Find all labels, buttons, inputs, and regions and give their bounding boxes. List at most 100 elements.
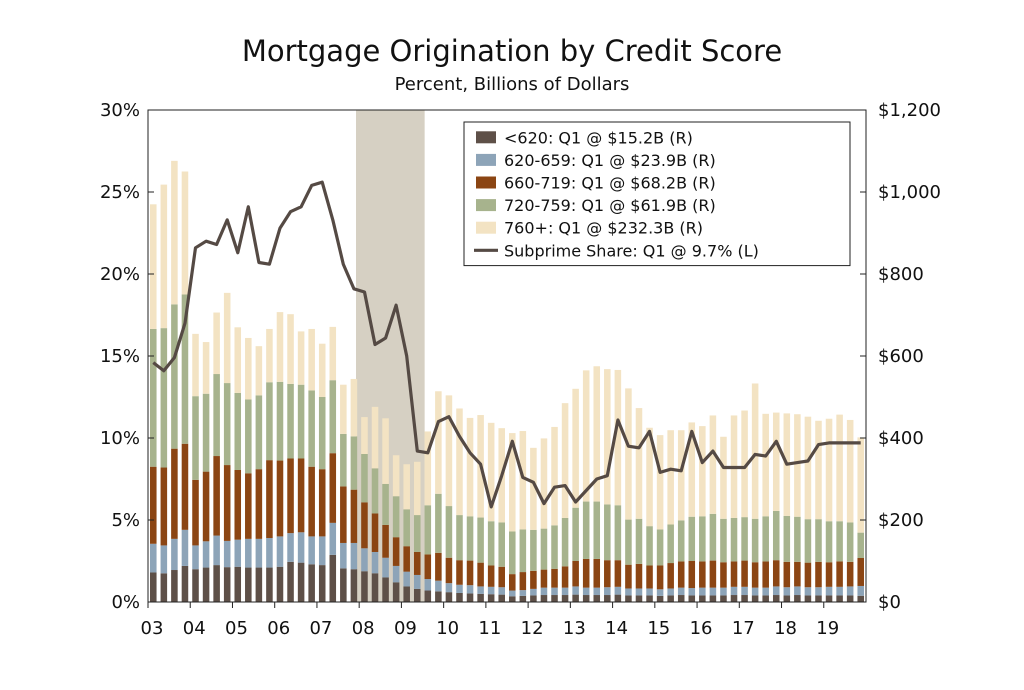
bar-s760-54 [720, 436, 727, 519]
bar-s620_659-8 [234, 539, 242, 567]
bar-s720_759-11 [266, 382, 273, 461]
bar-s620_659-60 [783, 587, 791, 596]
bar-lt620-48 [656, 595, 664, 602]
bar-s620_659-19 [350, 542, 358, 570]
bar-lt620-20 [361, 571, 368, 602]
bar-s720_759-8 [234, 392, 242, 470]
bar-s760-47 [646, 427, 653, 527]
bar-s720_759-64 [825, 521, 833, 563]
left-tick-label-5: 25% [100, 182, 140, 203]
bar-s760-8 [234, 327, 242, 393]
bar-lt620-17 [329, 554, 337, 602]
bar-lt620-30 [466, 593, 474, 602]
bar-s720_759-14 [297, 384, 305, 459]
legend-swatch-s660_719 [476, 176, 496, 189]
bar-s760-42 [593, 366, 601, 502]
bar-s720_759-3 [181, 294, 189, 444]
right-tick-label-3: $600 [878, 346, 924, 367]
bar-s620_659-44 [614, 586, 622, 595]
bar-s660_719-39 [561, 566, 569, 588]
bar-s620_659-62 [804, 587, 812, 596]
legend-swatch-s760 [476, 221, 496, 234]
bar-s620_659-22 [382, 557, 389, 578]
bar-s760-18 [340, 384, 347, 434]
bar-s620_659-36 [530, 588, 537, 596]
bar-s760-27 [435, 391, 442, 494]
bar-s620_659-40 [572, 586, 579, 595]
bar-s720_759-6 [213, 374, 220, 457]
bar-lt620-47 [646, 595, 653, 602]
x-tick-label-7: 10 [436, 618, 459, 639]
x-tick-label-12: 15 [647, 618, 670, 639]
bar-s660_719-17 [329, 453, 337, 523]
legend-label-line: Subprime Share: Q1 @ 9.7% (L) [504, 241, 759, 260]
bar-s760-13 [287, 314, 294, 384]
bar-s760-19 [350, 378, 358, 437]
chart-title: Mortgage Origination by Credit Score [241, 34, 783, 68]
bar-s620_659-26 [424, 579, 432, 591]
bar-s620_659-56 [741, 586, 748, 596]
bar-s620_659-33 [498, 587, 505, 595]
subprime-share-line [152, 180, 861, 509]
x-tick-label-2: 05 [225, 618, 248, 639]
bar-s660_719-43 [604, 560, 611, 588]
bar-s720_759-52 [699, 516, 706, 562]
bar-s660_719-55 [730, 561, 738, 587]
bar-lt620-26 [424, 590, 432, 602]
bar-s660_719-50 [677, 561, 685, 588]
bar-s620_659-45 [625, 588, 632, 596]
bar-s720_759-33 [498, 522, 505, 567]
bar-s660_719-25 [413, 551, 421, 575]
bar-s720_759-65 [836, 521, 843, 562]
bar-s660_719-51 [688, 561, 696, 589]
bar-s720_759-46 [635, 518, 643, 564]
bar-lt620-25 [413, 588, 421, 602]
bar-s760-12 [276, 312, 284, 382]
bar-lt620-14 [297, 562, 305, 602]
bar-s760-5 [202, 342, 210, 394]
bar-s660_719-7 [223, 465, 231, 541]
bar-lt620-64 [825, 595, 833, 602]
x-tick-label-13: 16 [690, 618, 713, 639]
right-tick-label-1: $200 [878, 510, 924, 531]
bar-s620_659-39 [561, 587, 569, 596]
bar-lt620-40 [572, 594, 579, 602]
bar-s760-37 [540, 438, 548, 529]
bar-s660_719-47 [646, 565, 653, 589]
bar-s620_659-49 [667, 588, 674, 596]
bar-lt620-50 [677, 595, 685, 602]
bar-s760-26 [424, 431, 432, 506]
x-tick-label-14: 17 [732, 618, 755, 639]
bar-s660_719-65 [836, 561, 843, 587]
bar-s620_659-14 [297, 532, 305, 563]
bar-lt620-43 [604, 595, 611, 602]
bar-lt620-3 [181, 565, 189, 602]
bar-s720_759-12 [276, 381, 284, 461]
bar-s760-21 [371, 406, 379, 469]
bar-s620_659-6 [213, 535, 220, 566]
bar-s720_759-62 [804, 519, 812, 563]
bar-s760-17 [329, 326, 337, 381]
bar-s660_719-35 [519, 572, 527, 591]
bar-lt620-55 [730, 595, 738, 602]
bar-s760-44 [614, 369, 622, 506]
bar-s760-59 [772, 412, 780, 511]
bar-s760-9 [245, 337, 252, 400]
bar-s760-46 [635, 408, 643, 519]
bar-s720_759-43 [604, 504, 611, 561]
bar-s660_719-9 [245, 473, 252, 539]
right-tick-label-6: $1,200 [878, 100, 941, 121]
bar-s620_659-29 [456, 584, 463, 593]
bar-s660_719-37 [540, 569, 548, 588]
bar-s620_659-24 [403, 571, 410, 587]
bar-s720_759-15 [308, 390, 315, 467]
bar-lt620-27 [435, 591, 442, 602]
x-tick-label-10: 13 [563, 618, 586, 639]
bar-s760-39 [561, 403, 569, 518]
bar-s660_719-38 [551, 568, 558, 588]
bar-s660_719-3 [181, 443, 189, 530]
bar-s720_759-18 [340, 433, 347, 487]
bar-s660_719-60 [783, 561, 791, 588]
bar-lt620-11 [266, 567, 273, 602]
bar-s720_759-48 [656, 529, 664, 566]
